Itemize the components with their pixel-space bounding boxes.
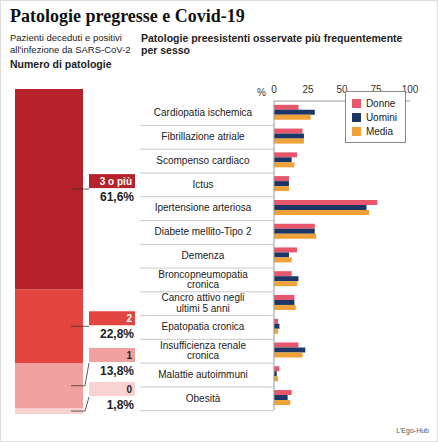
svg-text:Cardiopatia ischemica: Cardiopatia ischemica [154, 107, 253, 118]
svg-text:Malattie autoimmuni: Malattie autoimmuni [158, 369, 247, 380]
svg-text:Obesità: Obesità [186, 393, 221, 404]
html-text:L'Ego-Hub: L'Ego-Hub [396, 427, 429, 434]
svg-text:Ictus: Ictus [192, 179, 213, 190]
svg-text:cronica: cronica [187, 279, 220, 290]
svg-text:1: 1 [126, 350, 132, 361]
svg-text:75: 75 [370, 84, 382, 95]
svg-text:Insufficienza renale: Insufficienza renale [160, 340, 246, 351]
svg-text:2: 2 [126, 313, 132, 324]
html-text:Uomini: Uomini [365, 111, 397, 123]
svg-text:0: 0 [271, 84, 277, 95]
svg-text:61,6%: 61,6% [100, 190, 134, 204]
svg-text:ultimi 5 anni: ultimi 5 anni [176, 303, 229, 314]
svg-text:Fibrillazione atriale: Fibrillazione atriale [161, 131, 245, 142]
svg-text:cronica: cronica [187, 350, 220, 361]
html-text:Patologie preesistenti osserva: Patologie preesistenti osservate più fre… [141, 32, 403, 56]
svg-text:0: 0 [126, 384, 132, 395]
svg-text:50: 50 [336, 84, 348, 95]
html-text:Donne: Donne [365, 97, 396, 109]
svg-text:Epatopatia cronica: Epatopatia cronica [162, 321, 245, 332]
svg-text:Demenza: Demenza [182, 250, 225, 261]
svg-text:Scompenso cardiaco: Scompenso cardiaco [156, 155, 250, 166]
html-text:Media: Media [365, 125, 394, 137]
svg-text:Cancro attivo negli: Cancro attivo negli [162, 292, 245, 303]
svg-text:Ipertensione arteriosa: Ipertensione arteriosa [155, 202, 252, 213]
svg-text:25: 25 [302, 84, 314, 95]
html-text:Patologie pregresse e Covid-19: Patologie pregresse e Covid-19 [10, 6, 245, 26]
html-text:Pazienti deceduti e positivi a: Pazienti deceduti e positivi all'infezio… [10, 32, 131, 55]
svg-text:1,8%: 1,8% [107, 398, 135, 412]
svg-text:3 o più: 3 o più [100, 176, 132, 187]
svg-text:22,8%: 22,8% [100, 327, 134, 341]
svg-text:Broncopneumopatia: Broncopneumopatia [158, 269, 248, 280]
svg-text:13,8%: 13,8% [100, 364, 134, 378]
svg-text:100: 100 [401, 84, 419, 95]
html-text:Numero di patologie: Numero di patologie [10, 58, 112, 70]
svg-text:Diabete mellito-Tipo 2: Diabete mellito-Tipo 2 [155, 226, 252, 237]
svg-text:%: % [257, 87, 266, 98]
